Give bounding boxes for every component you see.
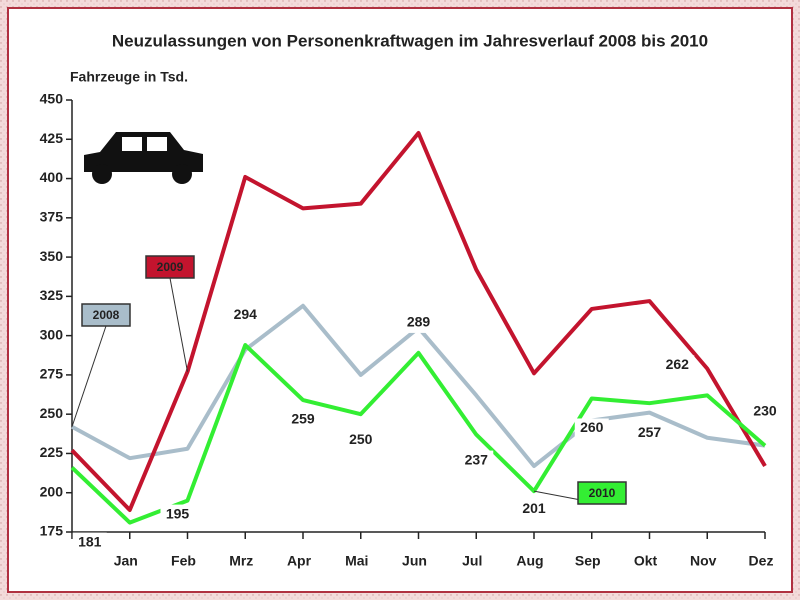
y-tick-label: 300 — [40, 326, 64, 342]
y-tick-label: 200 — [40, 483, 64, 499]
y-tick-label: 450 — [40, 91, 64, 107]
data-label-bg — [343, 430, 378, 451]
legend-leader — [71, 325, 107, 427]
x-tick-label: Nov — [690, 553, 717, 569]
y-tick-label: 325 — [40, 287, 64, 303]
chart-title: Neuzulassungen von Personenkraftwagen im… — [112, 31, 708, 50]
x-tick-label: Sep — [575, 553, 601, 569]
data-label-bg — [632, 423, 667, 444]
x-tick-label: Mrz — [229, 553, 253, 569]
data-label: 230 — [753, 402, 777, 418]
data-label: 260 — [580, 419, 604, 435]
legend-label: 2008 — [93, 308, 120, 322]
y-tick-label: 275 — [40, 366, 64, 382]
data-label: 250 — [349, 431, 373, 447]
x-tick-label: Dez — [749, 553, 774, 569]
data-label: 181 — [78, 533, 102, 549]
data-label-bg — [228, 305, 263, 326]
x-tick-label: Okt — [634, 553, 658, 569]
y-axis-label: Fahrzeuge in Tsd. — [70, 69, 188, 85]
x-tick-label: Aug — [516, 553, 543, 569]
legend-label: 2010 — [589, 486, 616, 500]
data-label: 259 — [291, 411, 315, 427]
data-label-bg — [72, 532, 107, 553]
data-label: 289 — [407, 314, 431, 330]
y-tick-label: 250 — [40, 405, 64, 421]
x-tick-label: Jun — [402, 553, 427, 569]
x-tick-label: Mai — [345, 553, 368, 569]
x-tick-label: Apr — [287, 553, 312, 569]
data-label: 195 — [166, 505, 190, 521]
x-tick-label: Jan — [114, 553, 138, 569]
data-label-bg — [286, 410, 320, 431]
y-tick-label: 225 — [40, 444, 64, 460]
frame — [7, 7, 793, 593]
data-label-bg — [574, 418, 609, 439]
legend-label: 2009 — [157, 260, 184, 274]
series-line — [70, 343, 767, 525]
y-tick-label: 400 — [40, 169, 64, 185]
data-label-bg — [660, 355, 695, 376]
legend-swatch — [145, 255, 195, 279]
data-label-bg — [160, 504, 195, 525]
data-label-bg — [517, 499, 551, 520]
data-label: 201 — [522, 500, 546, 516]
y-tick-label: 375 — [40, 209, 64, 225]
data-label: 262 — [666, 356, 690, 372]
y-tick-label: 350 — [40, 248, 64, 264]
y-tick-label: 175 — [40, 523, 64, 539]
x-tick-label: Jul — [462, 553, 482, 569]
legend-swatch — [81, 303, 131, 327]
y-tick-label: 425 — [40, 130, 64, 146]
data-label: 237 — [465, 451, 489, 467]
legend-swatch — [577, 481, 627, 505]
data-label: 294 — [234, 306, 258, 322]
data-label-bg — [748, 401, 782, 422]
data-label: 257 — [638, 424, 662, 440]
data-label-bg — [459, 450, 494, 471]
legend-leader — [169, 277, 188, 372]
data-label-bg — [401, 312, 436, 333]
car-icon — [84, 132, 203, 184]
x-tick-label: Feb — [171, 553, 196, 569]
